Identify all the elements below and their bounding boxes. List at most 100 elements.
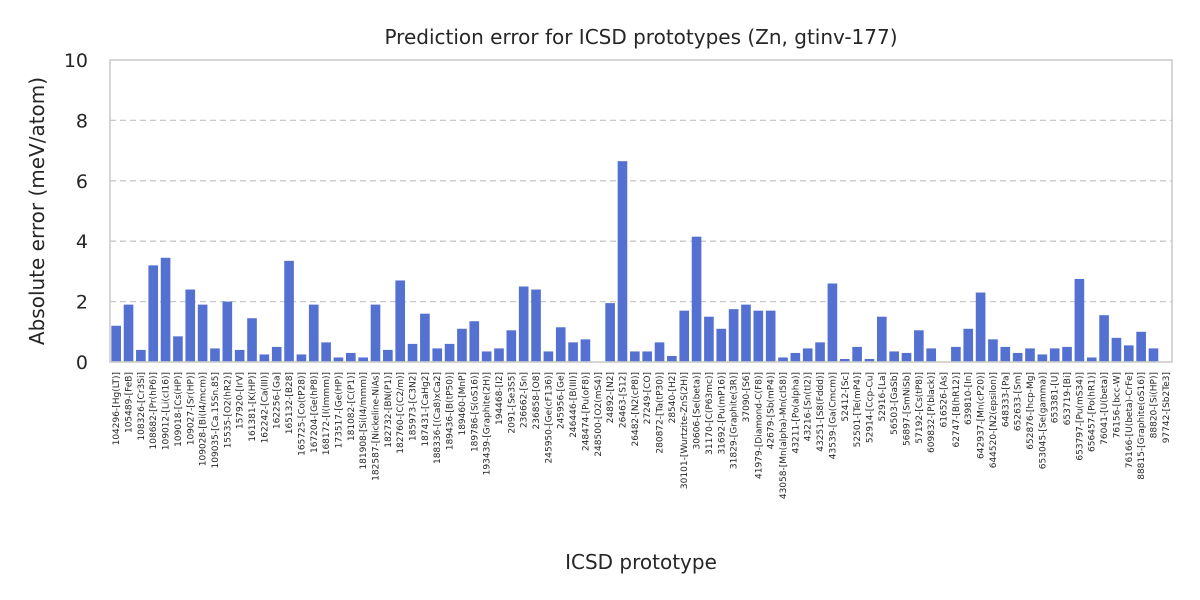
bar xyxy=(247,318,257,362)
bar xyxy=(469,321,480,362)
x-tick-label: 30101-[Wurtzite-ZnS(2H)] xyxy=(680,372,690,489)
bar xyxy=(975,292,986,362)
bar xyxy=(197,304,208,362)
x-tick-label: 52914-[Ccp-Cu] xyxy=(865,372,875,443)
bar xyxy=(1012,352,1023,362)
bar xyxy=(753,310,764,362)
bar xyxy=(308,304,319,362)
bar xyxy=(827,283,838,362)
bar xyxy=(605,303,615,362)
bar xyxy=(160,257,171,362)
x-tick-label: 653045-[Se(gamma)] xyxy=(1038,372,1048,469)
bar xyxy=(864,358,875,362)
x-tick-label: 24892-[N2] xyxy=(606,372,616,423)
bar xyxy=(1136,331,1146,362)
bar xyxy=(580,339,591,362)
bar xyxy=(901,352,912,362)
bar xyxy=(667,355,677,362)
x-tick-label: 27249-[CO] xyxy=(643,372,653,424)
x-tick-label: 76156-[bcc-W] xyxy=(1112,372,1122,438)
x-tick-label: 648333-[Pa] xyxy=(1001,372,1011,427)
y-tick-label: 0 xyxy=(76,352,88,374)
x-tick-label: 62747-[B(hR12)] xyxy=(952,372,962,448)
x-tick-label: 653797-[Pu(mS34)] xyxy=(1075,372,1085,461)
x-tick-label: 236858-[O8] xyxy=(532,372,542,429)
x-tick-label: 245956-[Ge] xyxy=(557,372,567,429)
x-tick-label: 56503-[GaSb] xyxy=(890,372,900,435)
x-tick-label: 31170-[C(P63mc)] xyxy=(705,372,715,455)
bar xyxy=(234,349,245,362)
bar xyxy=(457,328,467,362)
bar xyxy=(1074,278,1085,362)
bar xyxy=(951,346,961,362)
bar xyxy=(123,304,134,362)
x-tick-label: 15535-[O2(hR2)] xyxy=(223,372,233,448)
x-tick-label: 52916-[La] xyxy=(878,372,888,421)
x-tick-label: 165132-[B28] xyxy=(285,372,295,434)
x-tick-label: 185973-[C3N2] xyxy=(409,372,419,441)
x-tick-label: 182760-[C(C2/m)] xyxy=(396,372,406,454)
bar xyxy=(1000,346,1011,362)
x-tick-label: 652633-[Sm] xyxy=(1014,372,1024,431)
bar xyxy=(914,330,924,362)
bars xyxy=(111,161,1159,362)
y-axis-label: Absolute error (meV/atom) xyxy=(25,77,49,345)
x-tick-label: 187431-[CaHg2] xyxy=(421,372,431,447)
bar xyxy=(284,260,294,362)
x-tick-label: 616526-[As] xyxy=(940,372,950,427)
bar xyxy=(852,346,862,362)
y-tick-label: 4 xyxy=(76,231,88,253)
x-tick-label: 182587-[Nickeline-NiAs] xyxy=(372,372,382,481)
x-axis-label: ICSD prototype xyxy=(565,550,717,574)
chart-title: Prediction error for ICSD prototypes (Zn… xyxy=(384,25,897,49)
x-tick-label: 165725-[Co(tP28)] xyxy=(297,372,307,456)
x-tick-label: 193439-[Graphite(2H)] xyxy=(483,372,493,475)
y-tick-label: 6 xyxy=(76,171,88,193)
x-tick-label: 157920-[IrV] xyxy=(236,372,246,429)
x-tick-label: 43539-[Ga(Cmcm)] xyxy=(828,372,838,459)
bar xyxy=(1123,345,1134,362)
x-tick-label: 26482-[N2(cP8)] xyxy=(631,372,641,446)
x-tick-label: 37090-[S6] xyxy=(742,372,752,422)
x-tick-label: 41979-[Diamond-C(F8)] xyxy=(754,372,764,479)
bar xyxy=(691,236,702,362)
x-tick-label: 182732-[BN(P1)] xyxy=(384,372,394,448)
x-tick-label: 28540-[H2] xyxy=(668,372,678,423)
x-tick-label: 88820-[Si(HP)] xyxy=(1149,372,1159,438)
x-tick-label: 189436-[B(tP50)] xyxy=(446,372,456,450)
bar xyxy=(518,286,529,362)
bar xyxy=(1099,315,1109,362)
x-tick-label: 31692-[Pu(mP16)] xyxy=(717,372,727,455)
y-tick-label: 8 xyxy=(76,110,88,132)
bar xyxy=(111,325,121,362)
x-tick-label: 104296-[Hg(LT)] xyxy=(112,372,122,445)
bar xyxy=(1049,348,1060,362)
bar xyxy=(988,339,998,362)
x-tick-label: 248500-[O2(mS4)] xyxy=(594,372,604,457)
x-tick-labels: 104296-[Hg(LT)] 105489-[FeB] 108326-[Cr3Si… xyxy=(112,372,1172,499)
bar xyxy=(1111,337,1122,362)
x-tick-label: 245950-[Ge(cF136)] xyxy=(544,372,554,463)
bar xyxy=(876,316,887,362)
x-tick-label: 189460-[MnP] xyxy=(458,372,468,436)
bar xyxy=(555,327,566,362)
x-tick-label: 642937-[Mn(cP20)] xyxy=(977,372,987,459)
x-tick-label: 181082-[C(P1)] xyxy=(347,372,357,441)
x-tick-label: 2091-[Se3S5] xyxy=(507,372,517,434)
bar xyxy=(531,289,541,362)
bar xyxy=(926,348,937,362)
bar xyxy=(370,304,381,362)
bar xyxy=(617,161,628,362)
bar xyxy=(778,357,788,362)
x-tick-label: 108326-[Cr3Si] xyxy=(137,372,147,441)
x-tick-label: 30606-[Se(beta)] xyxy=(693,372,703,449)
x-tick-label: 52501-[Te(mP4)] xyxy=(853,372,863,447)
bar xyxy=(358,357,368,362)
bar xyxy=(444,343,455,362)
x-tick-label: 26463-[S12] xyxy=(618,372,628,428)
x-tick-label: 43216-[Sn(tI2)] xyxy=(804,372,814,441)
x-tick-label: 109012-[Li(cI16)] xyxy=(162,372,172,450)
x-tick-label: 188336-[(Ca8)xCa2] xyxy=(433,372,443,464)
x-tick-label: 246446-[B(III)] xyxy=(569,372,579,438)
x-tick-label: 108682-[Pr(hP6)] xyxy=(149,372,159,449)
